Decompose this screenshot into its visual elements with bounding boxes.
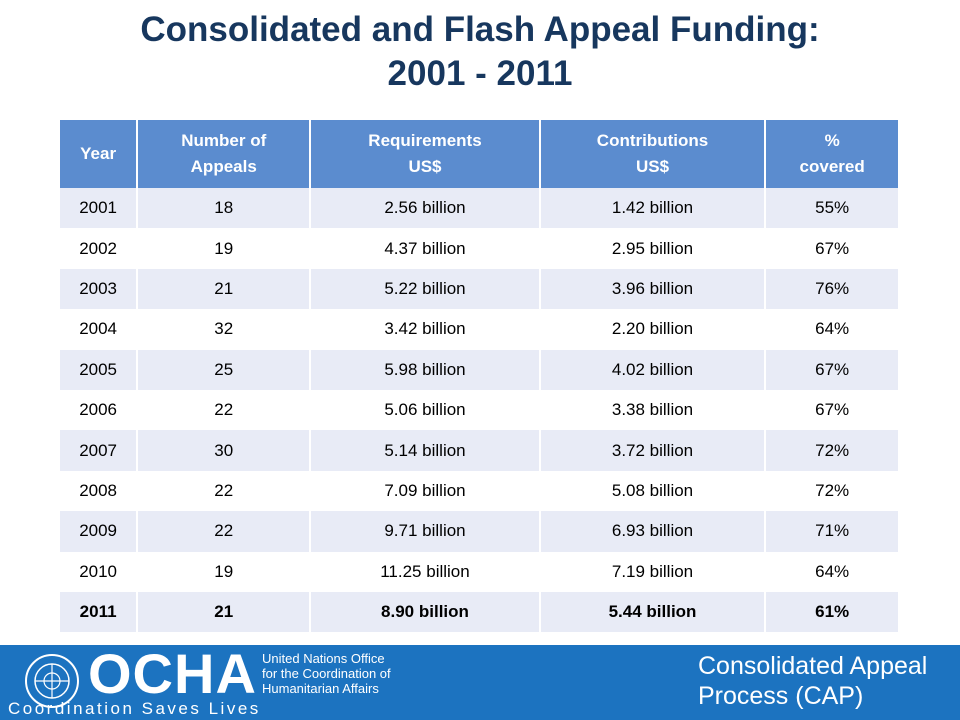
table-cell: 2008 (60, 470, 139, 512)
table-cell: 1.42 billion (539, 188, 767, 229)
table-cell: 2011 (60, 591, 139, 633)
table-cell: 2003 (60, 268, 139, 310)
table-cell: 3.72 billion (539, 430, 767, 471)
table-cell: 19 (137, 551, 312, 592)
table-cell: 3.38 billion (539, 389, 767, 431)
table-row: 2003 21 5.22 billion 3.96 billion 76% (60, 268, 900, 310)
table-body: 2001 18 2.56 billion 1.42 billion 55% 2002 19 4… (60, 188, 900, 633)
table-cell: 7.09 billion (310, 470, 541, 512)
logo-text: OCHA (88, 642, 257, 705)
table-cell: 8.90 billion (310, 591, 541, 633)
table-cell: 22 (137, 389, 312, 431)
table-cell: 72% (765, 470, 900, 512)
table-cell: 3.42 billion (310, 309, 541, 350)
table-cell: 5.22 billion (310, 268, 541, 310)
table-cell: 5.06 billion (310, 389, 541, 431)
column-header: % covered (765, 120, 900, 188)
table-cell: 71% (765, 511, 900, 552)
header-row: Year Number of Appeals Requirements US$ Con… (60, 120, 900, 188)
table-cell: 2006 (60, 389, 139, 431)
table-cell: 5.98 billion (310, 349, 541, 390)
table-row: 2005 25 5.98 billion 4.02 billion 67% (60, 349, 900, 390)
table-cell: 2.20 billion (539, 309, 767, 350)
table-cell: 25 (137, 349, 312, 390)
column-header: Year (60, 120, 139, 188)
table-cell: 2002 (60, 228, 139, 269)
table-cell: 11.25 billion (310, 551, 541, 592)
table-cell: 67% (765, 389, 900, 431)
column-header: Number of Appeals (137, 120, 312, 188)
table-row: 2001 18 2.56 billion 1.42 billion 55% (60, 188, 900, 229)
table-cell: 5.08 billion (539, 470, 767, 512)
table-cell: 5.14 billion (310, 430, 541, 471)
table-cell: 21 (137, 591, 312, 633)
slogan: Coordination Saves Lives (8, 699, 261, 718)
table-cell: 22 (137, 470, 312, 512)
table-cell: 67% (765, 228, 900, 269)
table-cell: 2.95 billion (539, 228, 767, 269)
program-name: Consolidated Appeal Process (CAP) (698, 652, 928, 710)
table-cell: 2001 (60, 188, 139, 229)
table-cell: 4.02 billion (539, 349, 767, 390)
table-row: 2007 30 5.14 billion 3.72 billion 72% (60, 430, 900, 471)
slide-title: Consolidated and Flash Appeal Funding: 2… (140, 10, 820, 93)
table-cell: 67% (765, 349, 900, 390)
table-cell: 6.93 billion (539, 511, 767, 552)
table-row: 2011 21 8.90 billion 5.44 billion 61% (60, 591, 900, 633)
table-row: 2004 32 3.42 billion 2.20 billion 64% (60, 309, 900, 350)
table-cell: 2005 (60, 349, 139, 390)
table-cell: 2004 (60, 309, 139, 350)
table-row: 2008 22 7.09 billion 5.08 billion 72% (60, 470, 900, 512)
table-cell: 72% (765, 430, 900, 471)
table-row: 2009 22 9.71 billion 6.93 billion 71% (60, 511, 900, 552)
table-cell: 64% (765, 551, 900, 592)
table-cell: 3.96 billion (539, 268, 767, 310)
table-cell: 19 (137, 228, 312, 269)
table-cell: 76% (765, 268, 900, 310)
column-header: Contributions US$ (539, 120, 767, 188)
table-cell: 32 (137, 309, 312, 350)
funding-table: Year Number of Appeals Requirements US$ Con… (60, 120, 900, 633)
table-cell: 5.44 billion (539, 591, 767, 633)
table-cell: 2007 (60, 430, 139, 471)
table-row: 2002 19 4.37 billion 2.95 billion 67% (60, 228, 900, 269)
table-cell: 55% (765, 188, 900, 229)
table-cell: 9.71 billion (310, 511, 541, 552)
footer-bar: OCHA United Nations Office for the Coord… (0, 642, 960, 720)
table-cell: 4.37 billion (310, 228, 541, 269)
office-name: United Nations Office for the Coordinati… (262, 651, 391, 696)
table-cell: 2.56 billion (310, 188, 541, 229)
table-cell: 22 (137, 511, 312, 552)
table-cell: 21 (137, 268, 312, 310)
table-cell: 61% (765, 591, 900, 633)
table-cell: 7.19 billion (539, 551, 767, 592)
table-row: 2006 22 5.06 billion 3.38 billion 67% (60, 389, 900, 431)
table-cell: 2010 (60, 551, 139, 592)
table-row: 2010 19 11.25 billion 7.19 billion 64% (60, 551, 900, 592)
table-cell: 18 (137, 188, 312, 229)
column-header: Requirements US$ (310, 120, 541, 188)
table-cell: 2009 (60, 511, 139, 552)
table-cell: 64% (765, 309, 900, 350)
table-cell: 30 (137, 430, 312, 471)
un-emblem (25, 654, 79, 708)
